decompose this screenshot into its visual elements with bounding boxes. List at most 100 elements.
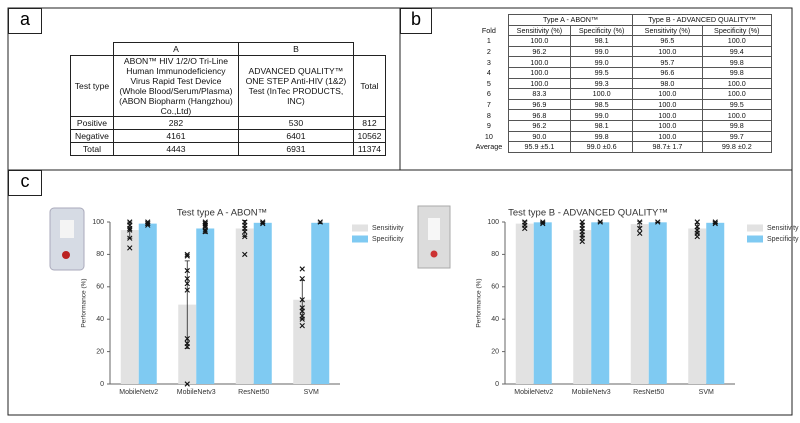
fold-point xyxy=(127,227,133,233)
cell: 99.7 xyxy=(701,130,773,143)
fold-point xyxy=(637,225,643,232)
y-tick-label: 80 xyxy=(96,251,104,258)
panel-label: c xyxy=(8,170,42,196)
group-header: Type A - ABON™ xyxy=(507,14,634,26)
cell: 96.5 xyxy=(632,35,703,47)
legend-label: Sensitivity xyxy=(767,225,799,232)
cell: 100.0 xyxy=(632,130,703,143)
y-tick-label: 0 xyxy=(100,381,104,388)
column-header: Sensitivity (%) xyxy=(632,24,703,37)
cell: 96.6 xyxy=(632,66,703,79)
cell: 83.3 xyxy=(507,88,572,100)
fold-point xyxy=(260,220,266,227)
cell: 99.5 xyxy=(570,66,634,79)
cell: 99.8 xyxy=(701,56,773,68)
legend-swatch xyxy=(352,224,368,232)
cell: 6931 xyxy=(237,142,354,156)
fold-point xyxy=(184,344,190,350)
cell: 98.7± 1.7 xyxy=(632,141,703,153)
x-tick-label: MobileNetv3 xyxy=(572,389,611,396)
fold-point xyxy=(712,220,718,227)
cell: 95.9 ±5.1 xyxy=(507,141,572,153)
fold-point xyxy=(242,233,248,240)
table-row: Total 4443 6931 11374 xyxy=(70,142,387,156)
chart-title: Test type A - ABON™ xyxy=(177,208,267,219)
table-row: 1 100.0 98.1 96.5 100.0 xyxy=(470,35,773,47)
table-row: 2 96.2 99.0 100.0 99.4 xyxy=(470,45,773,58)
cell: 8 xyxy=(486,110,491,120)
cell: 98.1 xyxy=(570,35,634,47)
legend-label: Specificity xyxy=(767,236,799,243)
fold-point xyxy=(299,322,305,329)
cell xyxy=(352,42,386,56)
fold-point xyxy=(260,219,266,225)
cell: 5 xyxy=(486,78,491,88)
cell: 95.7 xyxy=(632,56,703,68)
y-tick-label: 20 xyxy=(491,348,499,355)
cell: 100.0 xyxy=(701,88,773,100)
fold-point xyxy=(127,235,133,241)
fold-point xyxy=(299,276,305,282)
table-row: Positive 282 530 812 xyxy=(70,116,387,130)
table-row: 6 83.3 100.0 100.0 100.0 xyxy=(470,88,773,100)
cell: 812 xyxy=(352,116,387,130)
cell: Average xyxy=(475,142,503,152)
y-tick-label: 80 xyxy=(491,251,499,258)
y-tick-label: 60 xyxy=(96,284,104,291)
cell: Total xyxy=(352,55,387,117)
y-tick-label: 40 xyxy=(491,316,499,323)
fold-point xyxy=(184,251,190,258)
x-tick-label: SVM xyxy=(304,389,319,396)
table-row: 7 96.9 98.5 100.0 99.5 xyxy=(470,98,773,111)
cell: 4 xyxy=(486,68,491,78)
header-row: Fold Sensitivity (%) Specificity (%) Sensit… xyxy=(470,24,773,37)
cell: 98.0 xyxy=(632,77,703,90)
cell: 99.4 xyxy=(701,45,773,58)
cell: 99.8 xyxy=(701,119,773,132)
cell: 282 xyxy=(112,116,239,130)
cell: 99.0 xyxy=(570,45,634,58)
fold-point xyxy=(540,219,546,225)
bar xyxy=(311,222,330,384)
fold-point xyxy=(202,222,208,228)
column-header: Sensitivity (%) xyxy=(507,24,572,37)
y-axis-label: Performance (%) xyxy=(81,278,88,327)
fold-point xyxy=(299,266,305,272)
cell: 96.8 xyxy=(507,109,572,121)
table-row: 10 90.0 99.8 100.0 99.7 xyxy=(470,130,773,143)
table-row: 5 100.0 99.3 98.0 100.0 xyxy=(470,77,773,90)
fold-point xyxy=(655,219,661,225)
y-axis-label: Performance (%) xyxy=(476,278,483,327)
cell: Test type xyxy=(70,55,114,117)
fold-point xyxy=(127,245,133,251)
cell: 4443 xyxy=(112,142,239,156)
bar xyxy=(533,222,552,384)
cell: 100.0 xyxy=(632,45,703,58)
table-row: 3 100.0 99.0 95.7 99.8 xyxy=(470,56,773,68)
fold-point xyxy=(694,233,700,240)
cell: 99.5 xyxy=(701,98,773,111)
cell: 99.8 xyxy=(570,130,634,143)
y-tick-label: 40 xyxy=(96,316,104,323)
fold-point xyxy=(184,267,190,274)
column-header: B xyxy=(237,42,354,56)
fold-point xyxy=(317,219,323,225)
fold-point xyxy=(597,219,603,225)
bar xyxy=(235,228,254,384)
cell: ADVANCED QUALITY™ ONE STEP Anti-HIV (1&2… xyxy=(237,55,354,117)
cell: 100.0 xyxy=(507,35,572,47)
fold-point xyxy=(184,253,190,259)
header-row: Type A - ABON™ Type B - ADVANCED QUALITY™ xyxy=(470,14,772,26)
table-row: 4 100.0 99.5 96.6 99.8 xyxy=(470,66,773,79)
fold-point xyxy=(145,222,151,228)
column-header: A xyxy=(112,42,239,56)
fold-point xyxy=(694,219,700,225)
table-b: Type A - ABON™ Type B - ADVANCED QUALITY™… xyxy=(470,14,773,153)
x-tick-label: SVM xyxy=(699,389,714,396)
y-tick-label: 0 xyxy=(495,381,499,388)
panel-label: b xyxy=(400,8,432,34)
table-a: A B Test type ABON™ HIV 1/2/O Tri-Line Huma… xyxy=(70,42,387,156)
cell: Negative xyxy=(70,129,114,143)
fold-point xyxy=(299,308,305,314)
